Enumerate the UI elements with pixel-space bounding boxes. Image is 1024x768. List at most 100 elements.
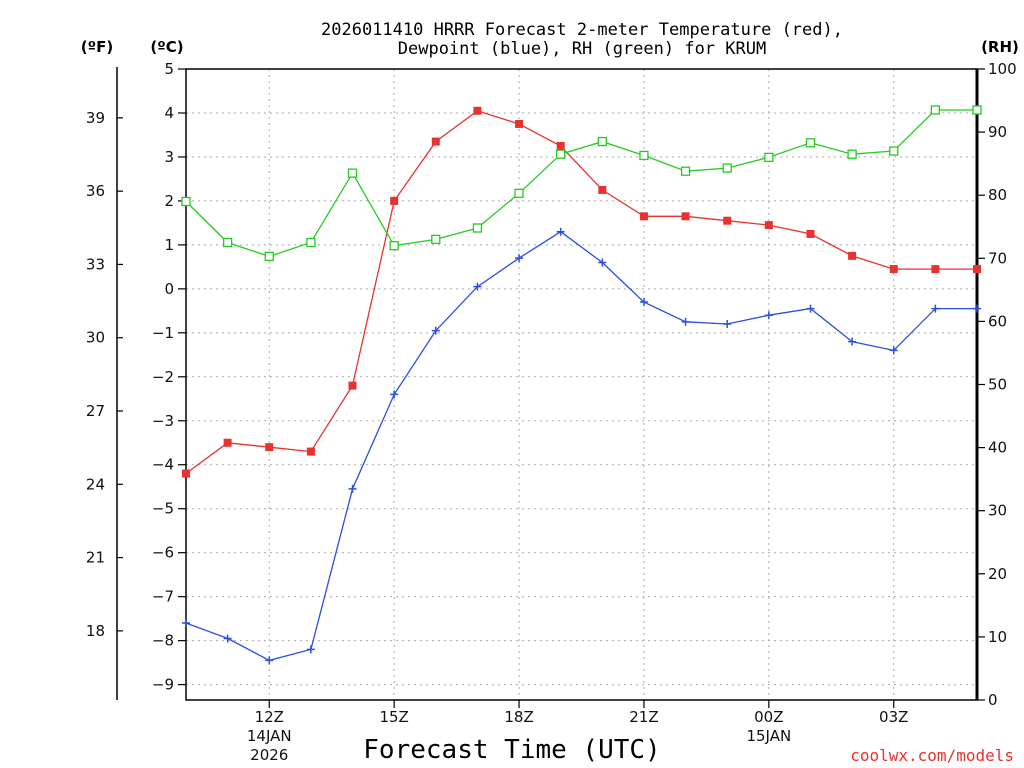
dewpoint-series <box>182 227 981 665</box>
x-tick-label: 21Z <box>629 708 658 726</box>
temperature-point <box>598 185 607 194</box>
dewpoint-point <box>556 227 565 236</box>
x-tick-label: 15Z <box>379 708 408 726</box>
temperature-point <box>889 265 898 274</box>
dewpoint-line <box>185 230 977 662</box>
temperature-line <box>185 110 977 475</box>
celsius-tick-label: −5 <box>152 500 174 518</box>
x-axis-label: Forecast Time (UTC) <box>363 735 660 765</box>
temperature-point <box>265 443 274 452</box>
dewpoint-point <box>473 282 482 291</box>
rh-point <box>764 152 774 162</box>
temperature-point <box>473 106 482 115</box>
rh-point <box>639 150 649 161</box>
rh-tick-label: 20 <box>988 565 1007 583</box>
rh-point <box>264 251 274 262</box>
dewpoint-point <box>889 346 898 355</box>
rh-point <box>847 149 857 159</box>
rh-tick-label: 30 <box>988 502 1007 520</box>
temperature-point <box>556 141 565 150</box>
temperature-point <box>390 196 399 205</box>
dewpoint-point <box>182 619 190 628</box>
rh-point <box>472 223 483 233</box>
temperature-point <box>639 212 648 221</box>
temperature-point <box>681 212 690 221</box>
temperature-point <box>973 265 981 274</box>
x-tick-label: 03Z <box>879 708 908 726</box>
credit-link[interactable]: coolwx.com/models <box>850 746 1014 765</box>
dewpoint-point <box>515 254 524 263</box>
celsius-tick-label: −2 <box>152 368 174 386</box>
fahrenheit-unit-label: (ºF) <box>81 38 113 56</box>
celsius-tick-label: −1 <box>152 324 174 342</box>
rh-point <box>972 105 982 115</box>
celsius-tick-label: −6 <box>152 544 174 562</box>
rh-tick-label: 40 <box>988 439 1007 457</box>
rh-point <box>930 105 941 115</box>
dewpoint-point <box>431 326 440 335</box>
dewpoint-point <box>306 645 315 654</box>
celsius-tick-label: 0 <box>164 280 174 298</box>
rh-tick-label: 100 <box>988 60 1017 78</box>
celsius-tick-label: −9 <box>152 676 174 694</box>
rh-point <box>306 237 316 248</box>
celsius-tick-label: −7 <box>152 588 174 606</box>
x-tick-label: 00Z <box>754 708 783 726</box>
celsius-tick-label: 4 <box>164 104 174 122</box>
fahrenheit-tick-label: 33 <box>86 255 105 273</box>
chart-title-line-1: 2026011410 HRRR Forecast 2-meter Tempera… <box>321 20 843 40</box>
dewpoint-point <box>223 634 232 643</box>
celsius-tick-label: −3 <box>152 412 174 430</box>
rh-line <box>185 109 977 258</box>
celsius-tick-label: −4 <box>152 456 174 474</box>
rh-point <box>181 196 191 207</box>
rh-tick-label: 10 <box>988 628 1007 646</box>
dewpoint-point <box>848 337 857 346</box>
fahrenheit-tick-label: 18 <box>86 622 105 640</box>
axes-layer: 543210−1−2−3−4−5−6−7−8−93936333027242118… <box>86 60 1017 764</box>
celsius-unit-label: (ºC) <box>150 38 183 56</box>
rh-point <box>514 188 524 198</box>
rh-point <box>222 237 233 248</box>
dewpoint-point <box>598 258 607 267</box>
rh-tick-label: 0 <box>988 691 998 709</box>
dewpoint-point <box>639 298 648 307</box>
dewpoint-point <box>348 484 357 493</box>
rh-tick-label: 70 <box>988 249 1007 267</box>
rh-point <box>431 234 441 245</box>
rh-unit-label: (RH) <box>981 38 1019 56</box>
temperature-point <box>806 229 815 238</box>
rh-point <box>597 136 607 147</box>
rh-point <box>889 146 899 156</box>
celsius-tick-label: 5 <box>164 60 174 78</box>
celsius-tick-label: 2 <box>164 192 174 210</box>
temperature-point <box>764 221 773 230</box>
celsius-tick-label: 3 <box>164 148 174 166</box>
temperature-point <box>223 438 232 447</box>
rh-point <box>389 241 399 251</box>
chart-title-line-2: Dewpoint (blue), RH (green) for KRUM <box>398 39 766 59</box>
rh-series <box>181 105 982 262</box>
celsius-tick-label: −8 <box>152 632 174 650</box>
dewpoint-point <box>806 304 815 313</box>
x-tick-label: 12Z <box>255 708 284 726</box>
x-tick-date-label: 14JAN <box>247 727 292 745</box>
series-layer <box>181 105 982 665</box>
fahrenheit-tick-label: 36 <box>86 182 105 200</box>
temperature-point <box>306 447 315 456</box>
x-tick-date-label: 15JAN <box>746 727 791 745</box>
temperature-point <box>848 251 857 260</box>
celsius-tick-label: 1 <box>164 236 174 254</box>
rh-tick-label: 60 <box>988 312 1007 330</box>
x-tick-label: 18Z <box>504 708 533 726</box>
temperature-point <box>431 137 440 146</box>
dewpoint-point <box>681 317 690 326</box>
x-tick-year-label: 2026 <box>250 746 288 764</box>
temperature-point <box>182 469 190 478</box>
grid-layer <box>186 69 977 700</box>
rh-point <box>680 166 691 176</box>
temperature-point <box>931 265 940 274</box>
temperature-point <box>515 119 524 128</box>
dewpoint-point <box>265 656 274 665</box>
